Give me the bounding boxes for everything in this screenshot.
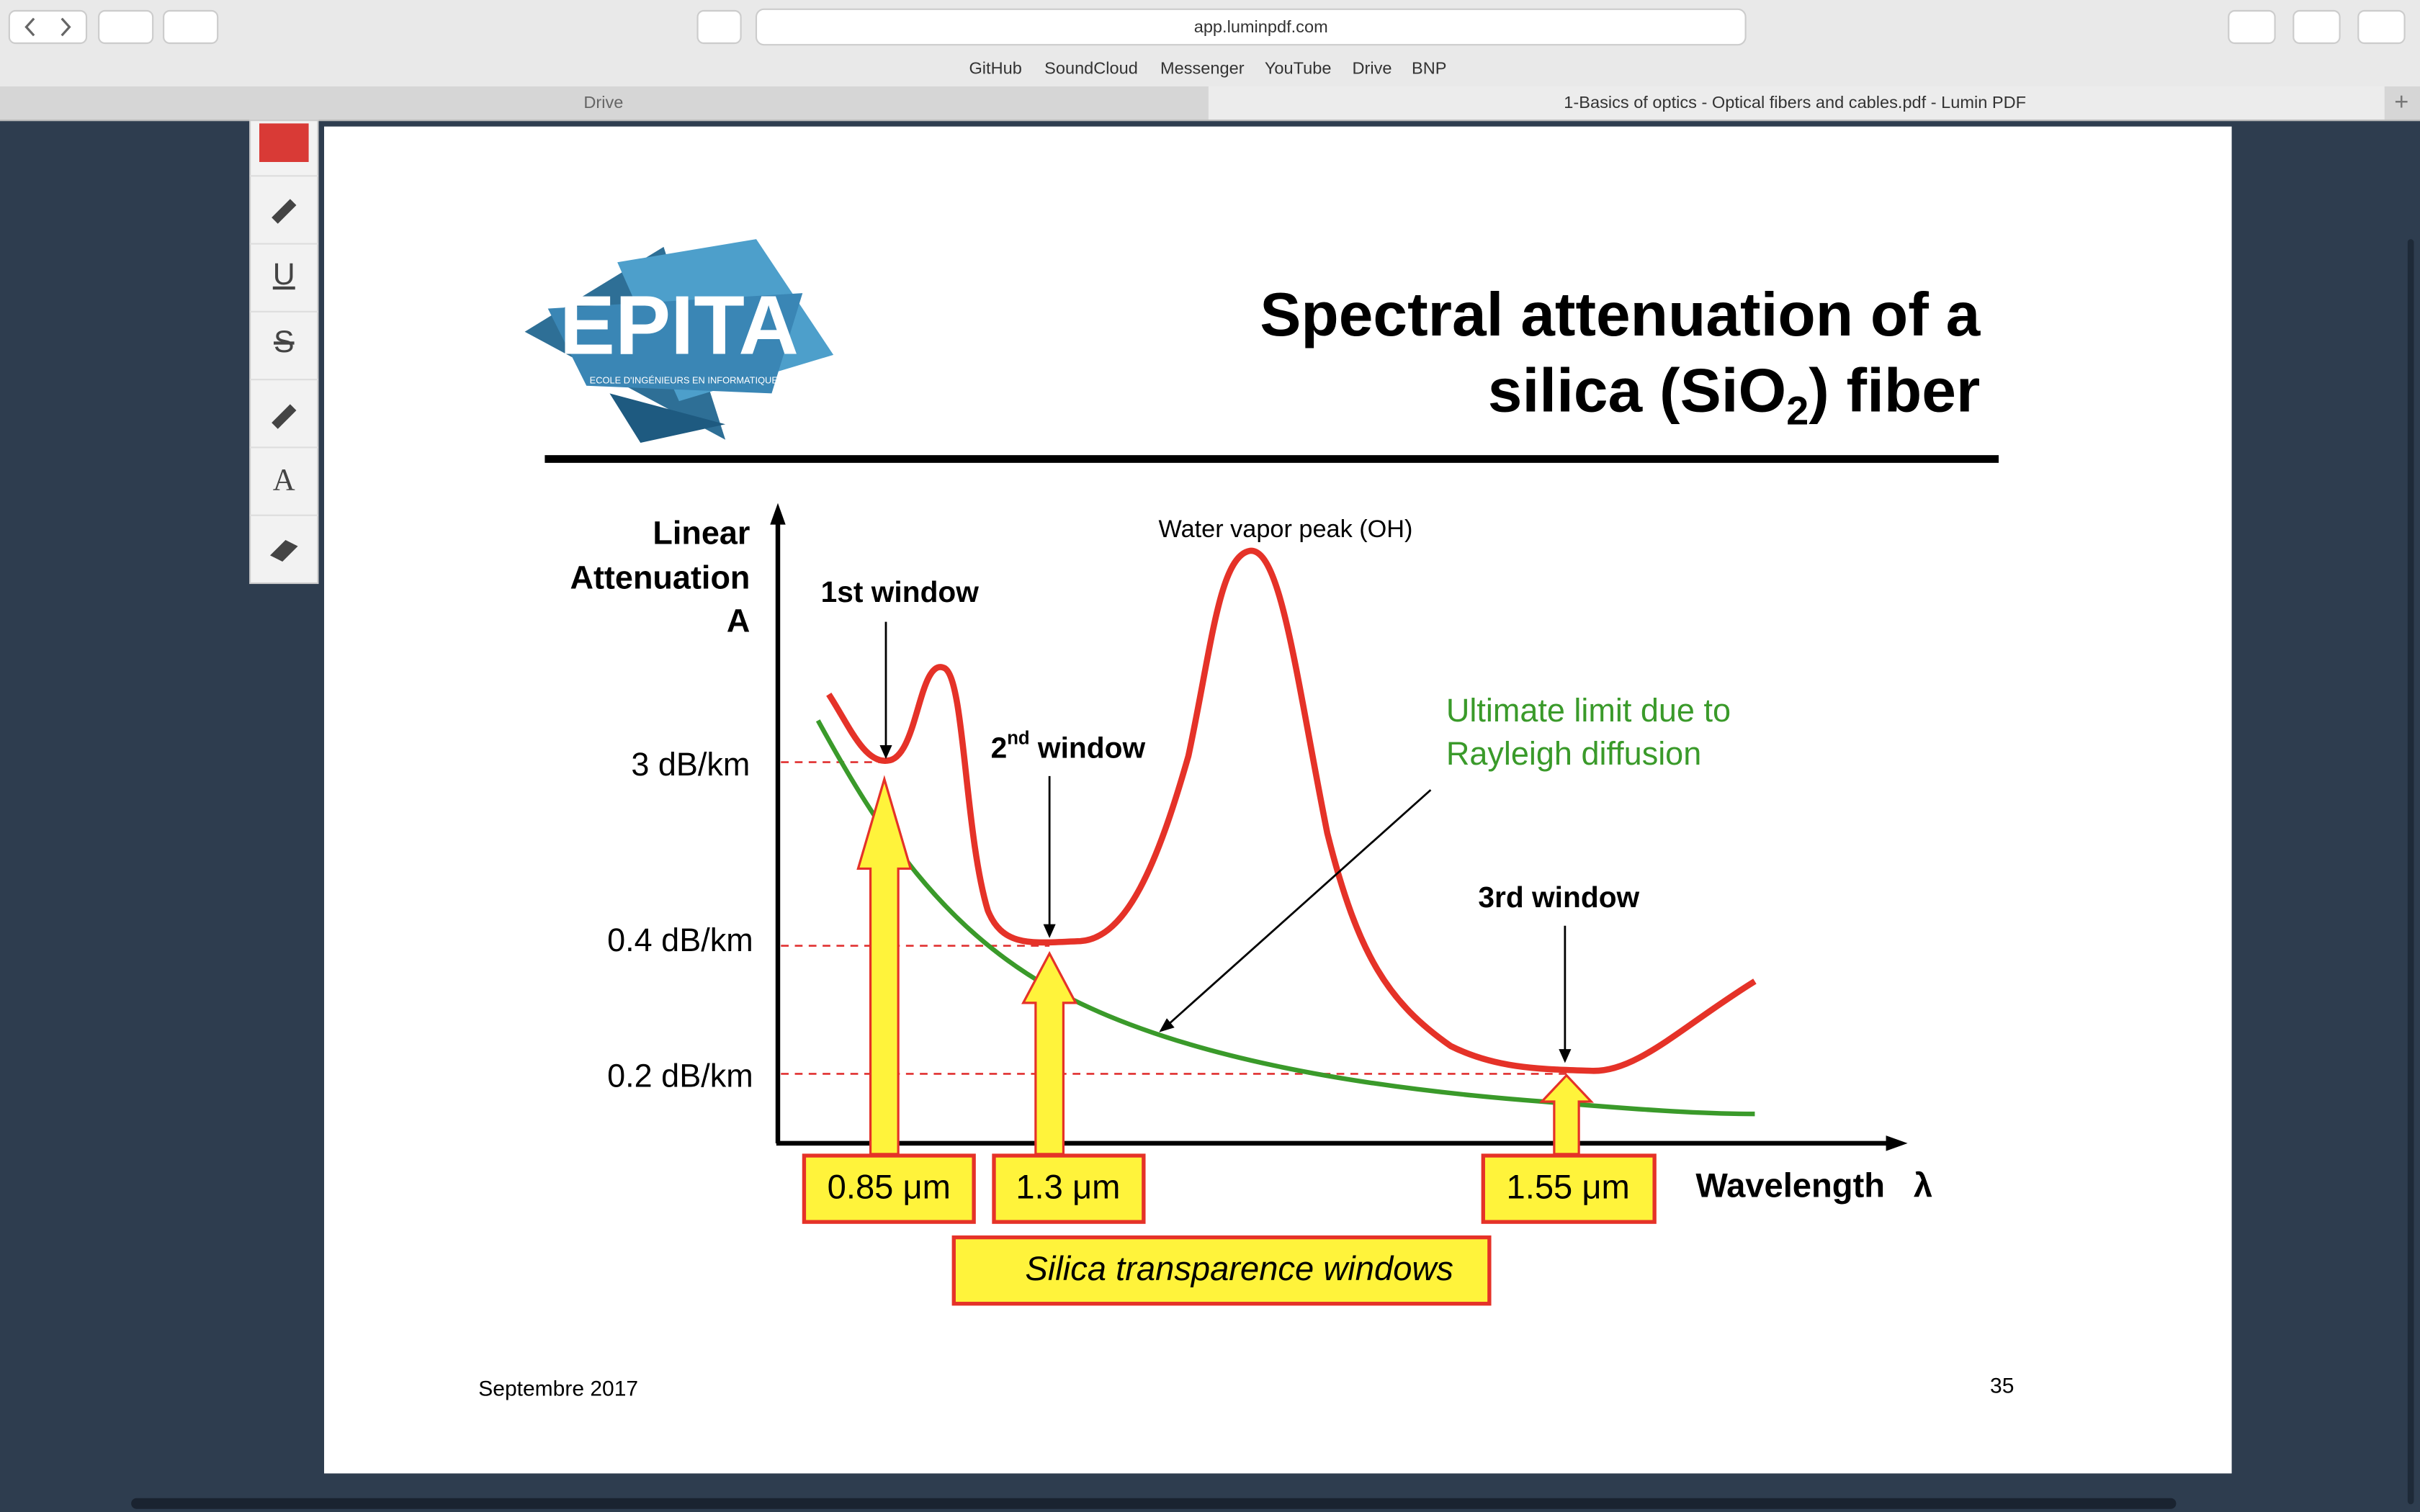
rayleigh-label: Ultimate limit due to bbox=[1446, 692, 1731, 729]
tabs-button[interactable] bbox=[2357, 9, 2406, 45]
page-number: 35 bbox=[1990, 1374, 2014, 1398]
bookmark[interactable]: BNP bbox=[1412, 59, 1446, 78]
title-rule bbox=[544, 455, 1999, 463]
y-axis-label: Attenuation bbox=[570, 559, 750, 596]
window-label: 1st window bbox=[821, 575, 980, 608]
x-axis-symbol: λ bbox=[1914, 1166, 1932, 1204]
wavelength: 1.55 μm bbox=[1507, 1168, 1630, 1206]
bookmark[interactable]: YouTube bbox=[1265, 59, 1332, 78]
reference-lines bbox=[781, 761, 1567, 1075]
strike-tool[interactable]: S bbox=[274, 325, 295, 359]
pen-tool[interactable] bbox=[272, 199, 297, 224]
nav-buttons[interactable] bbox=[8, 9, 88, 45]
title-part: silica (SiO bbox=[1488, 356, 1786, 425]
title-part: ) fiber bbox=[1809, 356, 1980, 425]
peak-label: Water vapor peak (OH) bbox=[1159, 516, 1413, 543]
y-axis-label: Linear bbox=[653, 514, 750, 551]
window-label-part: 2 bbox=[991, 731, 1008, 764]
download-button[interactable] bbox=[2228, 9, 2276, 45]
window-label-part: window bbox=[1030, 731, 1146, 764]
x-axis-label: Wavelength bbox=[1695, 1166, 1885, 1204]
draw-tool[interactable] bbox=[272, 404, 297, 429]
window-label: 3rd window bbox=[1478, 881, 1639, 914]
color-picker[interactable] bbox=[259, 123, 309, 162]
axes bbox=[775, 521, 1891, 1146]
text-tool[interactable]: A bbox=[273, 464, 295, 498]
window-label: 2nd window bbox=[991, 728, 1146, 764]
wavelength: 0.85 μm bbox=[828, 1168, 951, 1206]
wavelength-boxes bbox=[802, 1153, 1657, 1306]
share-button[interactable] bbox=[2293, 9, 2341, 45]
bookmark[interactable]: Drive bbox=[1353, 59, 1392, 78]
logo: EPITA ECOLE D'INGÉNIEURS EN INFORMATIQUE bbox=[524, 239, 834, 443]
tab-title[interactable]: 1-Basics of optics - Optical fibers and … bbox=[1564, 93, 2026, 112]
annotation-toolbar bbox=[249, 120, 319, 585]
wavelength: 1.3 μm bbox=[1016, 1168, 1120, 1206]
url-field[interactable] bbox=[755, 8, 1747, 46]
bookmark[interactable]: Messenger bbox=[1160, 59, 1245, 78]
new-tab[interactable]: + bbox=[2394, 89, 2408, 116]
tab-title[interactable]: Drive bbox=[583, 93, 623, 112]
nav-arrows bbox=[24, 17, 71, 37]
attenuation-curve bbox=[826, 547, 1757, 1074]
active-tab[interactable] bbox=[1208, 86, 2385, 121]
scrollbar-h[interactable] bbox=[131, 1498, 2177, 1509]
sidebar-button[interactable] bbox=[98, 9, 154, 45]
bookmarks-button[interactable] bbox=[163, 9, 219, 45]
y-label: 0.4 dB/km bbox=[607, 922, 753, 958]
y-arrow bbox=[770, 503, 786, 525]
y-label: 3 dB/km bbox=[631, 746, 750, 783]
bookmarks-bar: GitHub SoundCloud Messenger YouTube Drive BNP bbox=[969, 59, 1446, 78]
underline-tool[interactable]: U bbox=[273, 257, 295, 292]
scrollbar-v[interactable] bbox=[2407, 239, 2414, 1505]
caption: Silica transparence windows bbox=[1025, 1249, 1453, 1287]
x-arrow bbox=[1886, 1135, 1908, 1151]
logo-name: EPITA bbox=[560, 278, 799, 372]
rayleigh-curve bbox=[815, 719, 1755, 1117]
bookmark[interactable]: SoundCloud bbox=[1044, 59, 1138, 78]
y-axis-label: A bbox=[727, 603, 750, 639]
arrowheads bbox=[879, 745, 1572, 1063]
pointer-arrows bbox=[884, 621, 1567, 1053]
eraser-tool[interactable] bbox=[270, 540, 298, 562]
bookmark[interactable]: GitHub bbox=[969, 59, 1021, 78]
title: Spectral attenuation of a bbox=[1260, 280, 1981, 349]
title-subscript: 2 bbox=[1786, 388, 1809, 433]
y-label: 0.2 dB/km bbox=[607, 1058, 753, 1094]
rayleigh-label: Rayleigh diffusion bbox=[1446, 735, 1701, 772]
url: app.luminpdf.com bbox=[1194, 17, 1328, 36]
title: silica (SiO2) fiber bbox=[1488, 356, 1980, 433]
footer-date: Septembre 2017 bbox=[478, 1377, 638, 1401]
shield-button[interactable] bbox=[696, 9, 742, 45]
logo-subtitle: ECOLE D'INGÉNIEURS EN INFORMATIQUE bbox=[590, 375, 779, 386]
window-arrows bbox=[856, 775, 1595, 1156]
window-label-sup: nd bbox=[1007, 728, 1029, 748]
